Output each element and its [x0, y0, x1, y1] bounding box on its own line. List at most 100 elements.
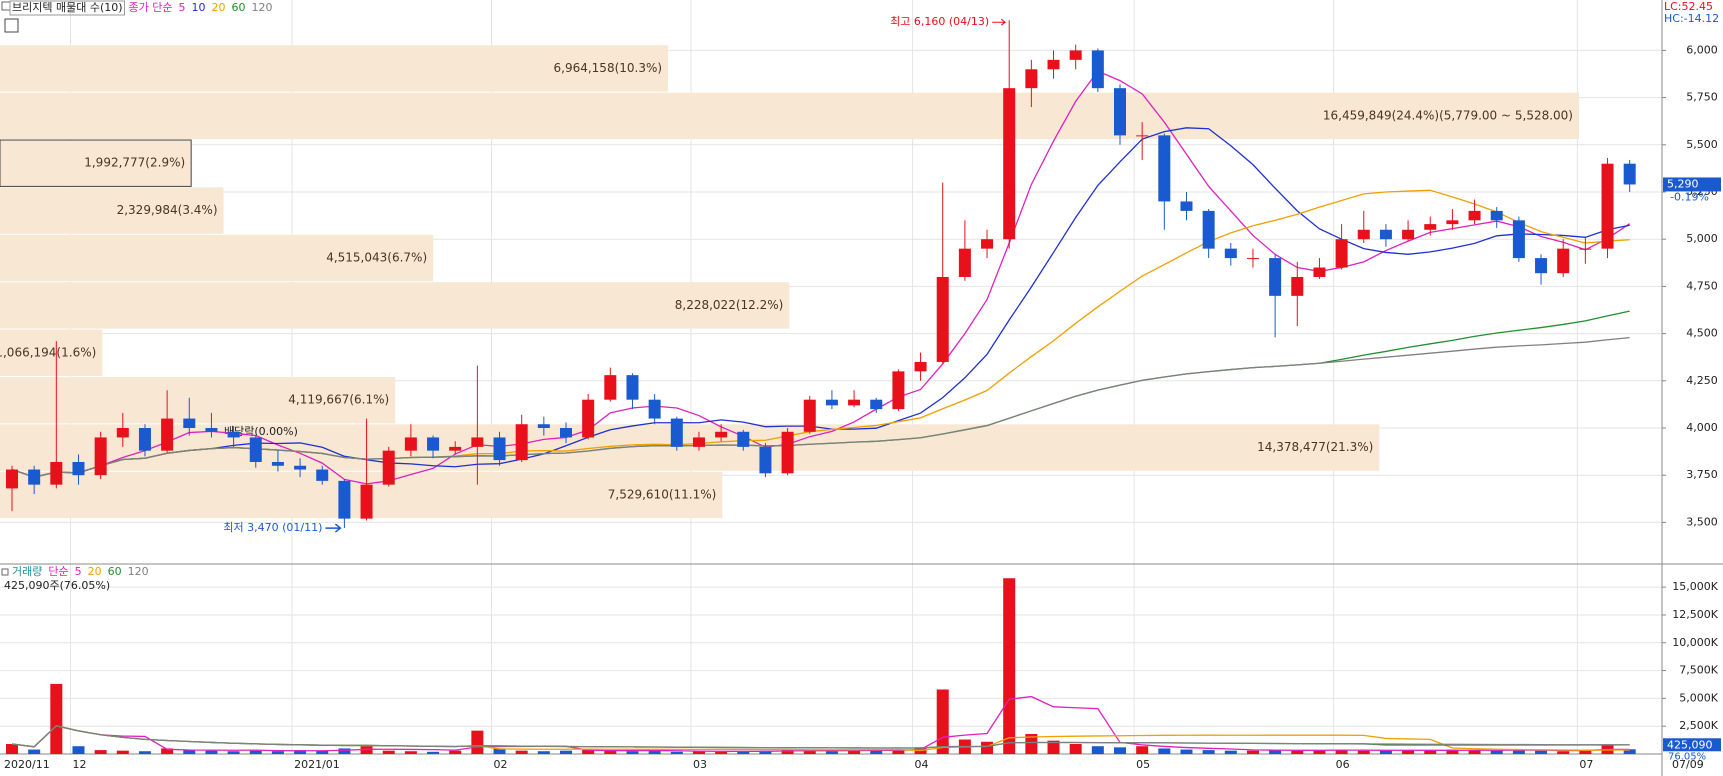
volume-bar: [1335, 749, 1348, 754]
volume-bar: [759, 750, 772, 754]
volume-bar: [72, 746, 85, 754]
volume-bar: [471, 730, 484, 754]
volume-bar: [1269, 749, 1282, 754]
y-tick-label: 5,000K: [1679, 691, 1718, 704]
volume-bar: [537, 751, 550, 754]
volume-info: 425,090주(76.05%): [4, 579, 110, 592]
volume-bar: [892, 749, 905, 754]
candle-body: [737, 431, 750, 447]
legend-entry: 5: [75, 565, 82, 578]
candle-body: [471, 437, 484, 447]
candle-body: [1557, 248, 1570, 274]
x-tick-label: 07: [1579, 758, 1593, 771]
volume-profile-bar: [0, 92, 1579, 140]
candle-body: [1003, 88, 1016, 240]
volume-pct-label: 76.05%: [1668, 751, 1706, 762]
legend-entry: 거래량: [12, 565, 42, 578]
last-price-box: [1663, 177, 1721, 192]
volume-bar: [670, 751, 683, 754]
background-layer: 6,964,158(10.3%) 16,459,849(24.4%)(5,779.…: [0, 0, 1662, 754]
hc-label: HC:-14.12: [1664, 12, 1719, 25]
x-tick-label: 04: [915, 758, 929, 771]
legend-entry: 120: [128, 565, 149, 578]
legend-entry: 120: [252, 1, 273, 14]
y-tick-label: 5,000: [1686, 232, 1718, 245]
legend-entry: 60: [108, 565, 122, 578]
y-tick-label: 10,000K: [1672, 636, 1718, 649]
candle-body: [1446, 220, 1459, 225]
candle-body: [803, 399, 816, 432]
volume-bar: [936, 689, 949, 754]
volume-bar: [1512, 749, 1525, 754]
candle-body: [914, 361, 927, 372]
candle-body: [1224, 248, 1237, 259]
volume-bar: [1623, 749, 1636, 754]
y-tick-label: 4,000: [1686, 421, 1718, 434]
volume-bar: [1468, 750, 1481, 754]
volume-bar: [94, 750, 107, 754]
low-arrow: [325, 523, 342, 533]
x-tick-label: 2020/11: [4, 758, 50, 771]
legend-entry: 20: [212, 1, 226, 14]
volume-bar: [1025, 733, 1038, 754]
candle-body: [161, 418, 174, 451]
candle-body: [648, 399, 661, 419]
candle-body: [715, 431, 728, 438]
volume-bar: [1114, 747, 1126, 754]
legend-entry: 5: [179, 1, 186, 14]
moving-average-line: [11, 70, 1631, 485]
high-annotation: 최고 6,160 (04/13): [890, 15, 989, 28]
legend-icon: [1, 568, 9, 576]
volume-profile-bar: [0, 376, 396, 424]
volume-bar: [1202, 750, 1215, 754]
candle-body: [1490, 210, 1503, 221]
candle-body: [1402, 229, 1415, 240]
volume-bar: [138, 751, 151, 754]
candle-body: [205, 428, 218, 432]
candle-body: [227, 431, 240, 438]
candle-body: [72, 461, 85, 476]
high-arrow: [992, 18, 1007, 26]
volume-bar: [294, 750, 307, 754]
volume-bar: [338, 748, 351, 754]
volume-bar: [271, 751, 284, 754]
x-tick-label: 06: [1336, 758, 1350, 771]
candle-body: [1246, 258, 1259, 260]
candle-body: [449, 446, 462, 451]
candle-body: [6, 469, 18, 489]
volume-bar: [427, 751, 440, 754]
volume-bar: [1490, 750, 1503, 754]
volume-profile-label: 1,992,777(2.9%): [84, 156, 185, 170]
volume-bar: [825, 751, 838, 754]
candle-body: [294, 465, 307, 470]
volume-bar: [1291, 750, 1304, 754]
volume-bar: [848, 750, 861, 754]
candle-body: [1379, 229, 1392, 240]
volume-bar: [1180, 749, 1193, 754]
last-volume-box: [1663, 738, 1721, 752]
candle-body: [28, 469, 41, 485]
candle-body: [692, 437, 705, 447]
x-tick-label: 03: [693, 758, 707, 771]
y-tick-label: 4,750: [1686, 279, 1718, 292]
candle-body: [626, 375, 639, 400]
candle-body: [382, 450, 395, 485]
volume-bar: [560, 750, 572, 754]
volume-bar: [1446, 749, 1459, 754]
candle-body: [759, 446, 772, 474]
table-icon[interactable]: [4, 18, 19, 33]
candle-body: [781, 431, 794, 474]
y-tick-label: 6,000: [1686, 43, 1718, 56]
volume-profile-bar: [0, 234, 434, 282]
last-price-label: 5,290: [1667, 177, 1699, 190]
y-tick-label: 5,750: [1686, 91, 1718, 104]
candle-body: [1269, 258, 1282, 296]
candle-body: [1357, 229, 1370, 240]
volume-profile-bar: [0, 282, 790, 329]
x-tick-label: 12: [72, 758, 86, 771]
candle-body: [1158, 135, 1171, 202]
volume-bar: [1246, 750, 1259, 754]
candle-body: [1069, 50, 1082, 60]
candle-body: [1313, 267, 1326, 277]
moving-average-line: [11, 336, 1630, 478]
